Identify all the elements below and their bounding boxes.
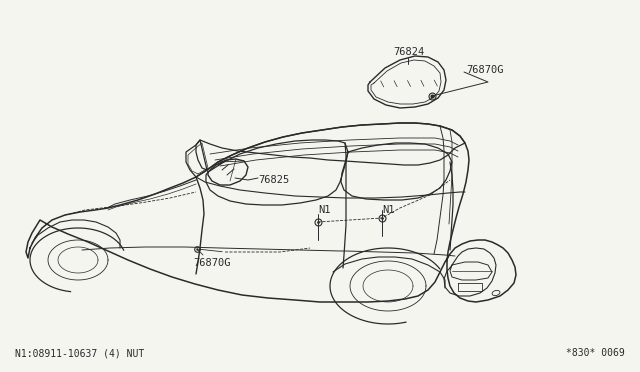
Text: 76870G: 76870G — [466, 65, 504, 75]
Text: 76825: 76825 — [258, 175, 289, 185]
Text: *830* 0069: *830* 0069 — [566, 348, 625, 358]
Text: 76824: 76824 — [393, 47, 424, 57]
Text: N1:08911-10637 (4) NUT: N1:08911-10637 (4) NUT — [15, 348, 144, 358]
Text: 76870G: 76870G — [193, 258, 230, 268]
Text: N1: N1 — [318, 205, 330, 215]
Text: N1: N1 — [382, 205, 394, 215]
